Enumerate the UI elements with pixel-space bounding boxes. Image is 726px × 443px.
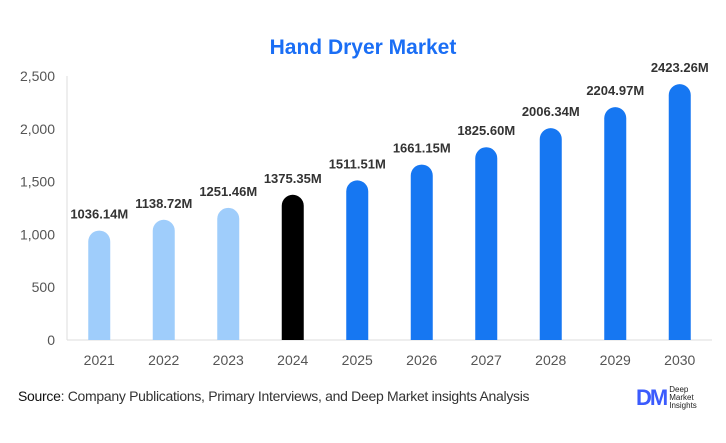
data-label: 1138.72M <box>135 196 192 211</box>
bar <box>668 84 691 340</box>
bar <box>346 180 369 340</box>
x-tick-label: 2029 <box>600 352 631 368</box>
data-label: 2006.34M <box>522 104 580 119</box>
data-label: 2423.26M <box>651 60 709 75</box>
bar <box>152 219 175 340</box>
bar-chart: 0 500 1,000 1,500 2,000 2,500 1036.14M 2021 1138… <box>20 60 712 368</box>
bar <box>88 230 111 340</box>
data-label: 1661.15M <box>393 141 451 156</box>
bar <box>281 194 304 340</box>
x-tick-label: 2025 <box>342 352 373 368</box>
y-tick-label: 500 <box>32 279 56 295</box>
source-text: : Company Publications, Primary Intervie… <box>60 388 530 404</box>
data-label: 1375.35M <box>264 171 322 186</box>
y-tick-label: 2,000 <box>20 121 55 137</box>
x-tick-label: 2021 <box>84 352 115 368</box>
y-tick-label: 1,000 <box>20 226 55 242</box>
data-label: 1825.60M <box>457 123 515 138</box>
x-tick-label: 2024 <box>277 352 308 368</box>
data-label: 1511.51M <box>329 156 386 171</box>
y-tick-label: 2,500 <box>20 68 55 84</box>
bar <box>410 164 433 340</box>
bar <box>539 128 562 340</box>
x-tick-label: 2027 <box>471 352 502 368</box>
bar <box>475 147 498 340</box>
bar <box>217 207 240 340</box>
x-tick-label: 2030 <box>664 352 695 368</box>
source-note: Source: Company Publications, Primary In… <box>18 388 530 404</box>
logo-line2: Market <box>669 393 694 402</box>
x-tick-label: 2028 <box>535 352 566 368</box>
data-label: 1251.46M <box>199 184 257 199</box>
data-label: 1036.14M <box>70 207 128 222</box>
logo: DM Deep Market Insights <box>636 385 697 411</box>
y-tick-label: 0 <box>47 332 55 348</box>
bar <box>604 107 627 340</box>
logo-mark: DM <box>636 385 668 410</box>
source-label: Source <box>18 388 61 404</box>
x-tick-label: 2023 <box>213 352 244 368</box>
data-label: 2204.97M <box>586 83 644 98</box>
y-tick-label: 1,500 <box>20 174 55 190</box>
x-tick-label: 2022 <box>148 352 179 368</box>
logo-line1: Deep <box>669 385 689 394</box>
x-tick-label: 2026 <box>406 352 437 368</box>
logo-line3: Insights <box>669 401 697 410</box>
chart-title: Hand Dryer Market <box>269 36 457 59</box>
